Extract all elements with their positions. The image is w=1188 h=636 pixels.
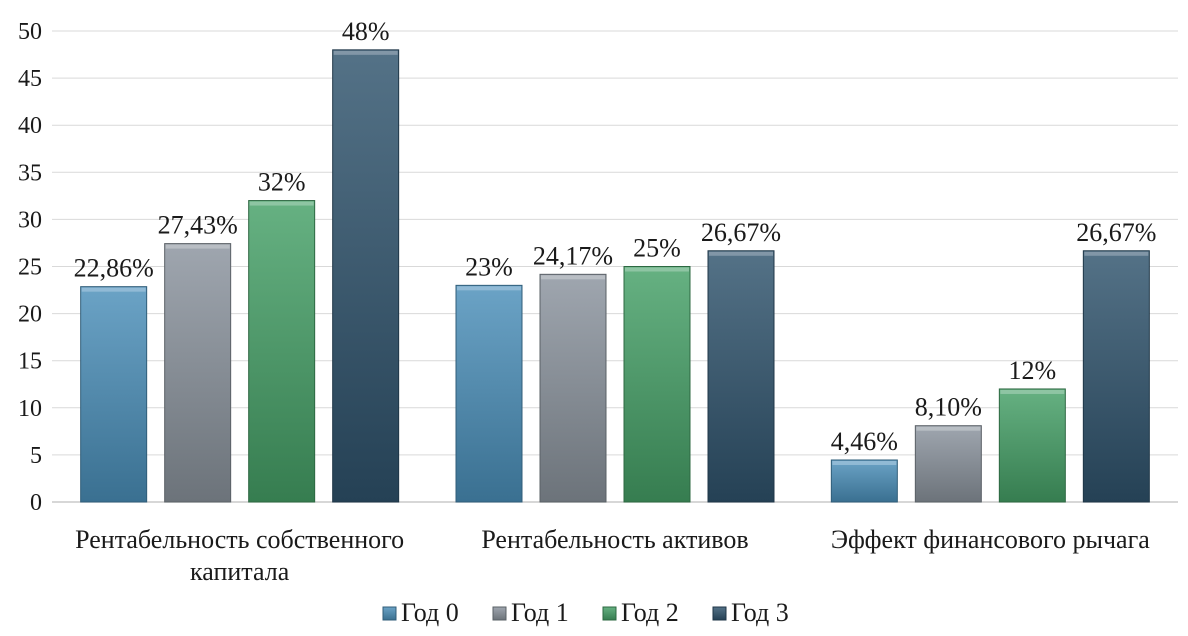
y-tick-label: 25 (18, 255, 42, 281)
bar (623, 266, 691, 503)
y-tick-label: 10 (18, 396, 42, 422)
data-label: 24,17% (533, 241, 613, 270)
y-tick-label: 20 (18, 302, 42, 328)
y-tick-label: 50 (18, 19, 42, 45)
bar (248, 200, 316, 503)
legend-swatch (492, 606, 507, 621)
bar (80, 286, 148, 503)
y-tick-label: 5 (30, 443, 42, 469)
data-label: 27,43% (158, 211, 238, 240)
y-tick-label: 45 (18, 66, 42, 92)
y-tick-label: 30 (18, 207, 42, 233)
bar-highlight (81, 287, 146, 292)
bar (1082, 250, 1150, 503)
legend: Год 0 Год 1 Год 2 Год 3 (382, 598, 789, 627)
legend-swatch (602, 606, 617, 621)
y-tick-label: 35 (18, 160, 42, 186)
data-label: 23% (465, 252, 513, 281)
bar-highlight (1000, 389, 1065, 394)
y-tick-label: 40 (18, 113, 42, 139)
data-label: 22,86% (74, 254, 154, 283)
bar-highlight (541, 275, 605, 280)
legend-label: Год 3 (731, 598, 789, 627)
y-tick-label: 15 (18, 349, 42, 375)
gridlines (52, 30, 1178, 503)
category-labels: Рентабельность собственного капитала Рента… (75, 525, 1150, 586)
data-label: 8,10% (915, 393, 982, 422)
data-label: 12% (1008, 356, 1056, 385)
legend-label: Год 1 (511, 598, 569, 627)
bar-highlight (457, 286, 521, 291)
bar-highlight (832, 460, 897, 465)
category-label: капитала (190, 557, 290, 586)
legend-swatch (382, 606, 397, 621)
bar (914, 425, 982, 503)
data-label: 48% (342, 17, 390, 46)
bar-highlight (333, 50, 398, 55)
bar (164, 243, 232, 503)
data-label: 26,67% (1076, 218, 1156, 247)
data-label: 25% (633, 234, 681, 263)
legend-label: Год 2 (621, 598, 679, 627)
category-label: Рентабельность собственного (75, 525, 404, 554)
y-tick-label: 0 (30, 490, 42, 516)
bar-highlight (249, 201, 314, 206)
legend-swatch (712, 606, 727, 621)
bar-highlight (165, 244, 230, 249)
legend-label: Год 0 (401, 598, 459, 627)
bar-highlight (916, 426, 981, 431)
data-labels: 22,86%27,43% 32% 48% 23% 24,17% 25% 26,67% 4,46… (74, 17, 1157, 456)
bar (332, 49, 400, 503)
category-label: Эффект финансового рычага (831, 525, 1150, 554)
bar-highlight (709, 251, 773, 256)
bars (80, 49, 1150, 503)
bar (707, 250, 775, 503)
y-axis-ticks: 0 5 10 15 20 25 30 35 40 45 50 (18, 19, 42, 516)
bar (998, 388, 1066, 503)
bar-highlight (625, 267, 689, 272)
bar-highlight (1084, 251, 1149, 256)
bar (539, 273, 607, 503)
data-label: 4,46% (831, 427, 898, 456)
data-label: 26,67% (701, 218, 781, 247)
data-label: 32% (258, 168, 306, 197)
category-label: Рентабельность активов (481, 525, 748, 554)
bar (830, 459, 898, 503)
bar (455, 284, 523, 503)
